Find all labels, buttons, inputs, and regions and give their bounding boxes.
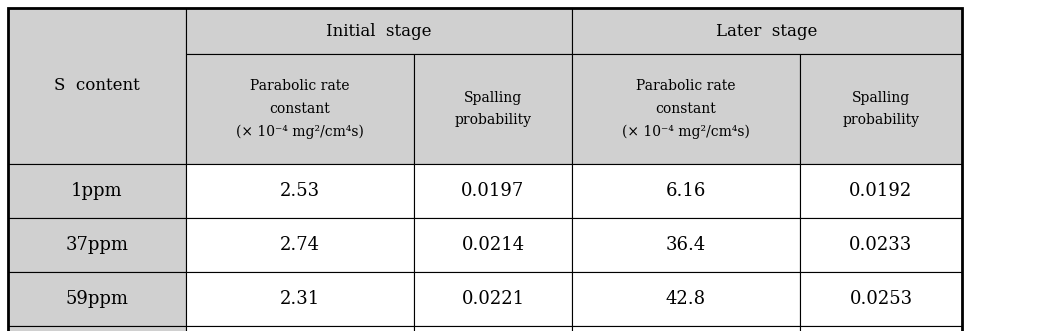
Text: 0.0192: 0.0192 <box>849 182 913 200</box>
Text: 2.74: 2.74 <box>280 236 320 254</box>
Text: 2.31: 2.31 <box>280 290 320 308</box>
Text: Spalling
probability: Spalling probability <box>454 91 531 127</box>
Bar <box>800 164 962 218</box>
Bar <box>8 272 186 326</box>
Text: 59ppm: 59ppm <box>65 290 128 308</box>
Bar <box>572 218 800 272</box>
Text: 0.0253: 0.0253 <box>849 290 912 308</box>
Text: 0.0197: 0.0197 <box>462 182 525 200</box>
Text: 36.4: 36.4 <box>666 236 706 254</box>
Bar <box>186 164 414 218</box>
Bar <box>8 218 186 272</box>
Bar <box>800 272 962 326</box>
Text: 6.16: 6.16 <box>666 182 706 200</box>
Text: Initial  stage: Initial stage <box>326 23 431 39</box>
Text: 37ppm: 37ppm <box>65 236 128 254</box>
Text: 1ppm: 1ppm <box>72 182 123 200</box>
Bar <box>414 272 572 326</box>
Text: Parabolic rate
constant
(× 10⁻⁴ mg²/cm⁴s): Parabolic rate constant (× 10⁻⁴ mg²/cm⁴s… <box>622 79 750 139</box>
Bar <box>800 326 962 331</box>
Text: 2.53: 2.53 <box>280 182 320 200</box>
Bar <box>186 326 414 331</box>
Bar <box>800 54 962 164</box>
Text: Parabolic rate
constant
(× 10⁻⁴ mg²/cm⁴s): Parabolic rate constant (× 10⁻⁴ mg²/cm⁴s… <box>236 79 364 139</box>
Text: Later  stage: Later stage <box>716 23 817 39</box>
Text: Spalling
probability: Spalling probability <box>843 91 919 127</box>
Bar <box>572 272 800 326</box>
Bar <box>572 164 800 218</box>
Bar <box>186 54 414 164</box>
Text: S  content: S content <box>54 77 140 94</box>
Bar <box>414 164 572 218</box>
Bar <box>414 326 572 331</box>
Bar <box>414 54 572 164</box>
Bar <box>572 326 800 331</box>
Bar <box>186 8 572 54</box>
Bar <box>186 272 414 326</box>
Bar <box>8 164 186 218</box>
Text: 42.8: 42.8 <box>666 290 706 308</box>
Text: 0.0221: 0.0221 <box>462 290 525 308</box>
Bar <box>186 218 414 272</box>
Text: 0.0214: 0.0214 <box>462 236 525 254</box>
Text: 0.0233: 0.0233 <box>849 236 913 254</box>
Bar <box>414 218 572 272</box>
Bar <box>8 326 186 331</box>
Bar <box>572 54 800 164</box>
Bar <box>8 8 186 164</box>
Bar <box>800 218 962 272</box>
Bar <box>572 8 962 54</box>
